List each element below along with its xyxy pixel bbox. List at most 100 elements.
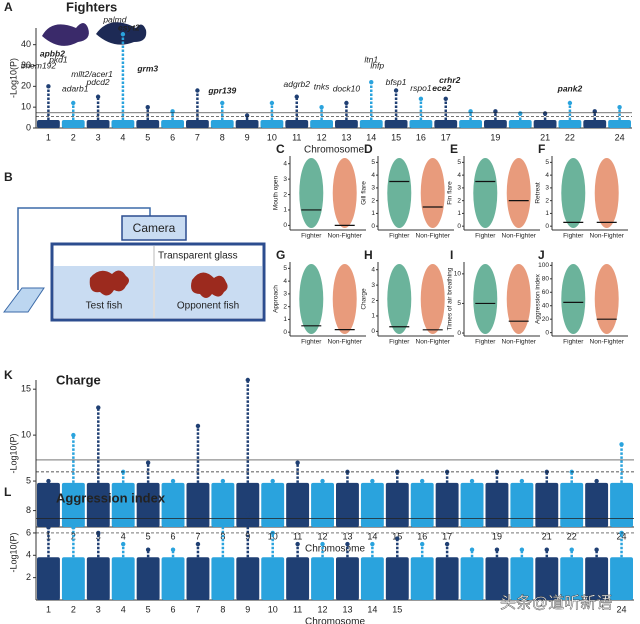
gene-label: lhfp	[370, 60, 384, 70]
y-tick-label: 3	[457, 185, 461, 192]
background-snps	[535, 557, 559, 600]
chromosome-label: 4	[121, 604, 126, 614]
peak-snp	[320, 541, 325, 547]
water	[54, 266, 262, 318]
mirror	[3, 287, 45, 313]
category-label: Non-Fighter	[416, 339, 451, 346]
chromosome-label: 12	[318, 604, 328, 614]
y-tick-label: 1	[283, 316, 287, 323]
background-snps	[360, 482, 384, 527]
violin	[420, 264, 445, 334]
y-tick-label: 5	[457, 159, 461, 166]
peak-snp	[469, 547, 475, 552]
peak-snp	[295, 460, 300, 465]
chromosome-label: 12	[318, 531, 328, 541]
fish-label: Opponent fish	[177, 301, 239, 312]
chromosome-label: 5	[146, 531, 151, 541]
background-snps	[535, 482, 559, 527]
background-snps	[111, 482, 135, 527]
peak-snp	[319, 104, 324, 110]
y-tick-label: 1	[283, 207, 287, 214]
peak-snp	[594, 478, 599, 484]
y-axis-label: Charge	[361, 288, 368, 310]
violin	[332, 264, 357, 334]
background-snps	[484, 120, 507, 128]
peak-snp	[569, 547, 574, 552]
y-axis-label: Times of air breathing	[447, 267, 454, 330]
violin	[332, 158, 357, 228]
peak-snp	[370, 478, 375, 484]
y-axis-label: Aggression index	[535, 273, 542, 324]
background-snps	[285, 120, 309, 128]
category-label: Non-Fighter	[328, 233, 363, 240]
background-snps	[610, 557, 633, 600]
peak-snp	[567, 100, 573, 106]
peak-snp	[220, 100, 225, 106]
y-tick-label: 2	[545, 197, 549, 204]
y-tick-label: 2	[371, 197, 375, 204]
panel-label: B	[4, 170, 13, 184]
chromosome-label: 16	[417, 531, 427, 541]
panel-label: C	[276, 142, 285, 156]
y-tick-label: 5	[371, 159, 375, 166]
y-tick-label: 15	[21, 384, 31, 394]
y-tick-label: 4	[545, 172, 549, 179]
camera-cable	[17, 207, 151, 290]
peak-snp	[220, 510, 226, 516]
chromosome-label: 4	[121, 531, 126, 541]
peak-snp	[195, 423, 201, 429]
chromosome-label: 1	[46, 604, 51, 614]
y-tick-label: 4	[371, 172, 375, 179]
chromosome-label: 19	[490, 132, 500, 142]
watermark: 头条@道听新语	[500, 594, 612, 612]
peak-snp	[245, 511, 250, 517]
chromosome-label: 15	[392, 604, 402, 614]
chromosome-label: 2	[71, 604, 76, 614]
chromosome-label: 17	[442, 531, 452, 541]
background-snps	[235, 120, 259, 128]
category-label: Non-Fighter	[590, 339, 625, 346]
x-axis-label: Chromosome	[304, 145, 364, 156]
peak-snp	[418, 96, 424, 102]
violin	[473, 158, 498, 228]
background-snps	[485, 557, 509, 600]
violin	[594, 264, 619, 334]
peak-snp	[121, 541, 126, 547]
peak-snp	[469, 478, 475, 484]
y-axis-label: Approach	[273, 285, 280, 313]
y-axis-label: Retreat	[535, 182, 542, 204]
y-tick-label: 4	[283, 278, 287, 285]
category-label: Non-Fighter	[416, 233, 451, 240]
chromosome-label: 24	[615, 132, 625, 142]
gene-label: ltn1	[364, 54, 378, 64]
panel-title: Charge	[56, 372, 101, 387]
background-snps	[111, 120, 135, 128]
peak-snp	[443, 96, 448, 102]
chromosome-label: 5	[145, 132, 150, 142]
peak-snp	[71, 432, 76, 438]
background-snps	[37, 120, 60, 128]
background-snps	[610, 482, 633, 527]
background-snps	[37, 557, 60, 600]
chromosome-label: 22	[565, 132, 575, 142]
background-snps	[585, 482, 609, 527]
panel-label: L	[4, 485, 11, 499]
y-tick-label: 0	[545, 223, 549, 230]
violin	[561, 264, 586, 334]
x-axis-label: Chromosome	[305, 617, 365, 624]
fish-label: Test fish	[86, 301, 123, 312]
background-snps	[335, 120, 358, 128]
background-snps	[410, 557, 434, 600]
background-snps	[460, 482, 484, 527]
violin	[299, 264, 324, 334]
peak-snp	[294, 94, 299, 99]
category-label: Non-Fighter	[502, 233, 537, 240]
peak-snp	[95, 94, 101, 99]
background-snps	[434, 120, 458, 128]
chromosome-label: 19	[492, 531, 502, 541]
gene-label: pdcd2	[85, 77, 109, 87]
fish-icon	[191, 272, 228, 298]
panel-label: E	[450, 142, 458, 156]
peak-snp	[96, 405, 101, 410]
background-snps	[161, 557, 185, 600]
